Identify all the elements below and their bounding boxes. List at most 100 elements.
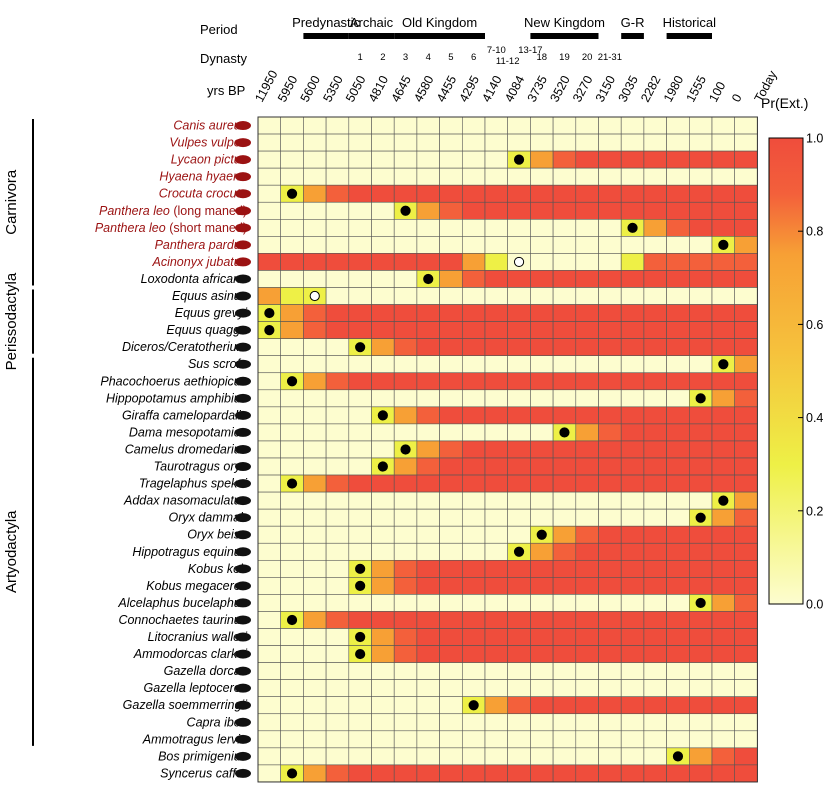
heatmap-cell: [484, 713, 509, 732]
species-label: Hippopotamus amphibius: [106, 391, 247, 405]
heatmap-cell: [439, 201, 463, 220]
heatmap-cell: [598, 116, 622, 135]
heatmap-cell: [325, 253, 350, 271]
heatmap-cell: [530, 662, 554, 680]
heatmap-cell: [439, 764, 463, 783]
heatmap-cell: [280, 236, 304, 254]
year-tick-label: 2282: [638, 73, 663, 104]
heatmap-cell: [461, 594, 486, 612]
heatmap-cell: [303, 406, 327, 425]
heatmap-cell: [461, 764, 486, 783]
extinction-marker: [309, 290, 320, 302]
heatmap-cell: [371, 355, 395, 374]
heatmap-cell: [371, 236, 395, 254]
heatmap-cell: [507, 355, 531, 374]
heatmap-cell: [666, 423, 690, 442]
heatmap-cell: [734, 559, 758, 578]
heatmap-cell: [348, 184, 372, 203]
heatmap-cell: [461, 184, 486, 203]
species-label: Oryx beisa: [187, 528, 247, 542]
heatmap-cell: [552, 542, 577, 561]
heatmap-cell: [257, 696, 282, 715]
heatmap-cell: [280, 730, 304, 749]
species-label: Kobus kob: [188, 562, 247, 576]
heatmap-cell: [598, 355, 622, 374]
species-label: Litocranius walleri: [148, 630, 249, 644]
heatmap-cell: [643, 525, 667, 544]
heatmap-cell: [620, 236, 645, 254]
heatmap-cell: [734, 491, 758, 510]
heatmap-cell: [643, 287, 667, 305]
heatmap-cell: [325, 167, 350, 186]
animal-silhouette-icon: [235, 223, 251, 233]
heatmap-cell: [439, 645, 463, 663]
heatmap-cell: [620, 253, 645, 271]
heatmap-cell: [575, 542, 599, 561]
extinction-marker: [400, 444, 411, 455]
heatmap-cell: [325, 747, 350, 766]
heatmap-cell: [484, 730, 509, 749]
heatmap-cell: [598, 440, 622, 459]
heatmap-cell: [280, 304, 304, 322]
heatmap-cell: [303, 253, 327, 271]
heatmap-cell: [666, 270, 690, 288]
heatmap-cell: [393, 577, 418, 595]
heatmap-cell: [325, 406, 350, 425]
heatmap-cell: [688, 457, 713, 476]
heatmap-cell: [325, 133, 350, 152]
heatmap-cell: [416, 747, 440, 766]
heatmap-cell: [711, 201, 736, 220]
heatmap-cell: [439, 338, 463, 356]
animal-silhouette-icon: [235, 342, 251, 352]
heatmap-cell: [598, 184, 622, 203]
animal-silhouette-icon: [235, 257, 251, 267]
animal-silhouette-icon: [235, 734, 251, 744]
heatmap-cell: [552, 321, 577, 339]
heatmap-cell: [348, 167, 372, 186]
heatmap-cell: [734, 730, 758, 749]
heatmap-cell: [371, 508, 395, 527]
heatmap-cell: [734, 542, 758, 561]
heatmap-cell: [416, 525, 440, 544]
heatmap-cell: [303, 270, 327, 288]
heatmap-cell: [348, 389, 372, 408]
heatmap-cell: [688, 133, 713, 152]
heatmap-cell: [643, 747, 667, 766]
heatmap-cell: [711, 594, 736, 612]
heatmap-cell: [666, 628, 690, 646]
heatmap-cell: [325, 457, 350, 476]
heatmap-cell: [688, 167, 713, 186]
heatmap-cell: [598, 696, 622, 715]
heatmap-cell: [711, 611, 736, 629]
heatmap-cell: [484, 696, 509, 715]
heatmap-cell: [393, 474, 418, 493]
heatmap-cell: [416, 542, 440, 561]
heatmap-cell: [575, 389, 599, 408]
heatmap-cell: [371, 491, 395, 510]
animal-silhouette-icon: [235, 513, 251, 523]
heatmap-cell: [552, 525, 577, 544]
heatmap-cell: [325, 389, 350, 408]
heatmap-cell: [461, 491, 486, 510]
heatmap-cell: [688, 577, 713, 595]
heatmap-cell: [598, 423, 622, 442]
heatmap-cell: [620, 645, 645, 663]
heatmap-cell: [643, 559, 667, 578]
heatmap-cell: [303, 457, 327, 476]
heatmap-cell: [303, 508, 327, 527]
animal-silhouette-icon: [235, 427, 251, 437]
heatmap-cell: [393, 508, 418, 527]
heatmap-cell: [643, 389, 667, 408]
heatmap-cell: [507, 628, 531, 646]
heatmap-cell: [348, 594, 372, 612]
heatmap-cell: [416, 201, 440, 220]
heatmap-cell: [371, 253, 395, 271]
heatmap-cell: [530, 611, 554, 629]
heatmap-cell: [484, 423, 509, 442]
extinction-marker: [377, 410, 388, 421]
heatmap-cell: [507, 338, 531, 356]
heatmap-cell: [530, 628, 554, 646]
heatmap-cell: [257, 219, 282, 237]
heatmap-cell: [666, 321, 690, 339]
heatmap-cell: [666, 696, 690, 715]
